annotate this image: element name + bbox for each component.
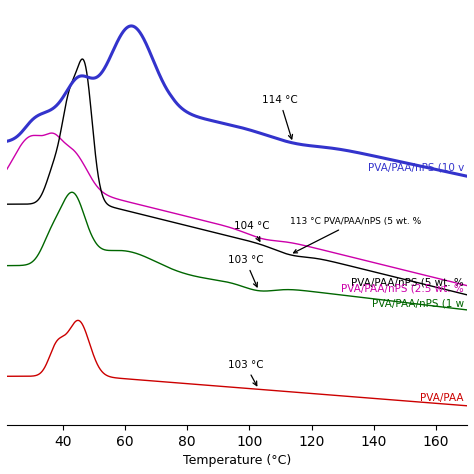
Text: PVA/PAA/nPS (10 v: PVA/PAA/nPS (10 v (368, 163, 464, 173)
Text: 113 °C PVA/PAA/nPS (5 wt. %: 113 °C PVA/PAA/nPS (5 wt. % (290, 217, 421, 253)
Text: 114 °C: 114 °C (262, 95, 298, 139)
X-axis label: Temperature (°C): Temperature (°C) (183, 454, 291, 467)
Text: PVA/PAA: PVA/PAA (420, 392, 464, 403)
Text: 103 °C: 103 °C (228, 360, 263, 386)
Text: 104 °C: 104 °C (234, 221, 270, 241)
Text: 103 °C: 103 °C (228, 255, 263, 287)
Text: PVA/PAA/nPS (2.5 wt. %: PVA/PAA/nPS (2.5 wt. % (341, 284, 464, 294)
Text: PVA/PAA/nPS (1 w: PVA/PAA/nPS (1 w (372, 299, 464, 309)
Text: PVA/PAA/nPS (5 wt. %: PVA/PAA/nPS (5 wt. % (351, 278, 464, 288)
